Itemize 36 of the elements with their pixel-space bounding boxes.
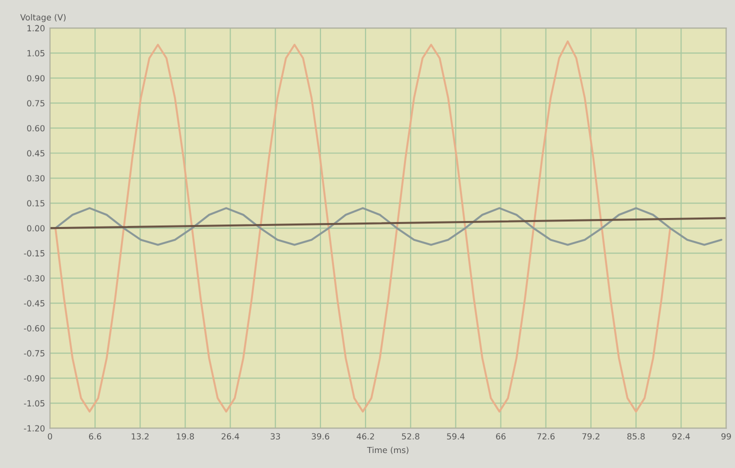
y-tick-label: -1.05 — [24, 400, 44, 406]
x-tick-label: 52.8 — [402, 433, 420, 440]
x-tick-label: 13.2 — [132, 433, 149, 440]
y-tick-label: -0.30 — [24, 275, 45, 282]
y-tick-label: 1.20 — [27, 25, 45, 32]
y-tick-label: 0.30 — [27, 175, 45, 182]
y-tick-label: 1.05 — [27, 50, 44, 56]
line-series — [54, 40, 672, 413]
x-tick-label: 99 — [721, 433, 731, 440]
x-tick-label: 66 — [496, 433, 506, 440]
x-tick-label: 0 — [48, 433, 52, 440]
y-tick-label: 0.60 — [27, 125, 45, 132]
y-tick-label: 0.00 — [27, 225, 45, 232]
y-tick-label: -1.20 — [24, 425, 45, 432]
x-tick-label: 6.6 — [89, 433, 102, 440]
y-tick-label: -0.90 — [24, 375, 45, 382]
y-tick-label: 0.75 — [27, 100, 44, 106]
y-tick-label: 0.90 — [27, 75, 45, 82]
y-axis-title: Voltage (V) — [20, 14, 66, 22]
x-tick-label: 92.4 — [672, 433, 690, 440]
x-tick-label: 72.6 — [537, 433, 555, 440]
y-tick-label: -0.15 — [24, 250, 44, 256]
y-tick-label: -0.60 — [24, 325, 45, 332]
x-axis-title: Time (ms) — [367, 446, 408, 454]
x-tick-label: 19.8 — [176, 433, 194, 440]
x-tick-label: 79.2 — [582, 433, 600, 440]
y-tick-label: 0.15 — [27, 200, 44, 206]
x-tick-label: 39.6 — [312, 433, 330, 440]
x-tick-label: 59.4 — [447, 433, 465, 440]
x-tick-label: 26.4 — [222, 433, 240, 440]
y-tick-label: -0.75 — [24, 350, 44, 356]
x-tick-label: 85.8 — [627, 433, 645, 440]
x-tick-label: 46.2 — [356, 433, 374, 440]
x-tick-label: 33 — [270, 433, 280, 440]
y-tick-label: -0.45 — [24, 300, 44, 306]
y-tick-label: 0.45 — [27, 150, 44, 156]
